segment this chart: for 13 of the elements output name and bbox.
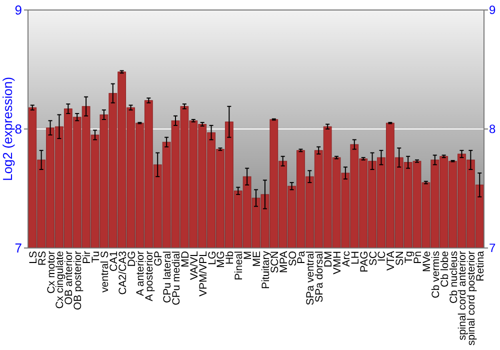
y-tick-label: 8 — [14, 122, 22, 137]
y2-tick-label: 8 — [489, 122, 496, 136]
y-tick-label: 9 — [14, 2, 22, 18]
x-tick-label: OB posterior — [72, 250, 84, 310]
x-tick-label: Tg — [403, 250, 416, 264]
y2-tick-label: 7 — [489, 241, 496, 256]
y2-tick-label: 9 — [489, 3, 496, 18]
x-tick-label: MPA — [278, 251, 290, 273]
y-tick-label: 7 — [14, 240, 22, 256]
x-tick-label: A posterior — [144, 250, 156, 302]
x-tick-label: MVe — [420, 250, 433, 272]
y-axis-title: Log2 (expression) — [0, 76, 15, 182]
x-tick-label: Cb lobe — [438, 250, 451, 288]
